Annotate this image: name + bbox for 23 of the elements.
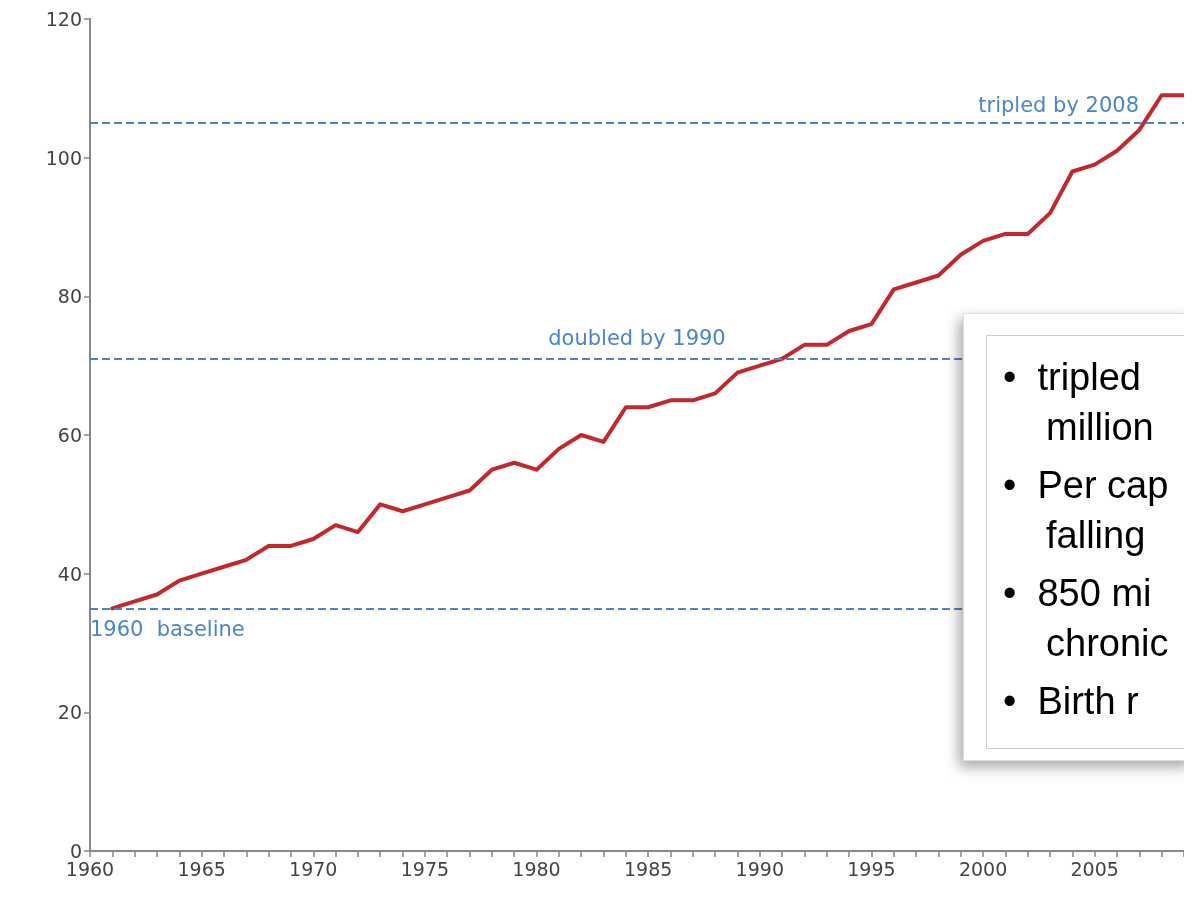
ref-line-label: tripled by 2008 <box>978 92 1139 117</box>
x-tick-label: 1965 <box>177 857 226 880</box>
y-tick-label: 120 <box>45 8 82 30</box>
x-tick-label: 1995 <box>847 857 896 880</box>
x-tick-label: 1975 <box>400 857 450 880</box>
ref-line-label: doubled by 1990 <box>548 326 726 351</box>
annotation: • 850 mi chronic <box>1003 572 1169 664</box>
y-tick-label: 80 <box>57 285 82 308</box>
y-tick-label: 60 <box>57 424 82 446</box>
line-series <box>110 93 1184 611</box>
annotation: • Birth r <box>1003 680 1140 722</box>
x-tick-label: 1990 <box>735 857 784 880</box>
x-tick-label: 1985 <box>623 857 673 880</box>
annotation: • Per cap falling <box>1003 464 1169 556</box>
y-tick-label: 100 <box>45 146 82 169</box>
x-tick-label: 1970 <box>289 857 338 880</box>
x-tick-label: 1980 <box>512 857 561 880</box>
x-tick-label: 2000 <box>958 857 1008 880</box>
annotation: • tripled million <box>1003 356 1154 448</box>
ref-line-label: 1960 baseline <box>90 616 245 641</box>
y-tick-label: 20 <box>57 701 82 724</box>
y-tick-label: 40 <box>57 562 82 585</box>
x-tick-label: 2005 <box>1070 857 1119 880</box>
